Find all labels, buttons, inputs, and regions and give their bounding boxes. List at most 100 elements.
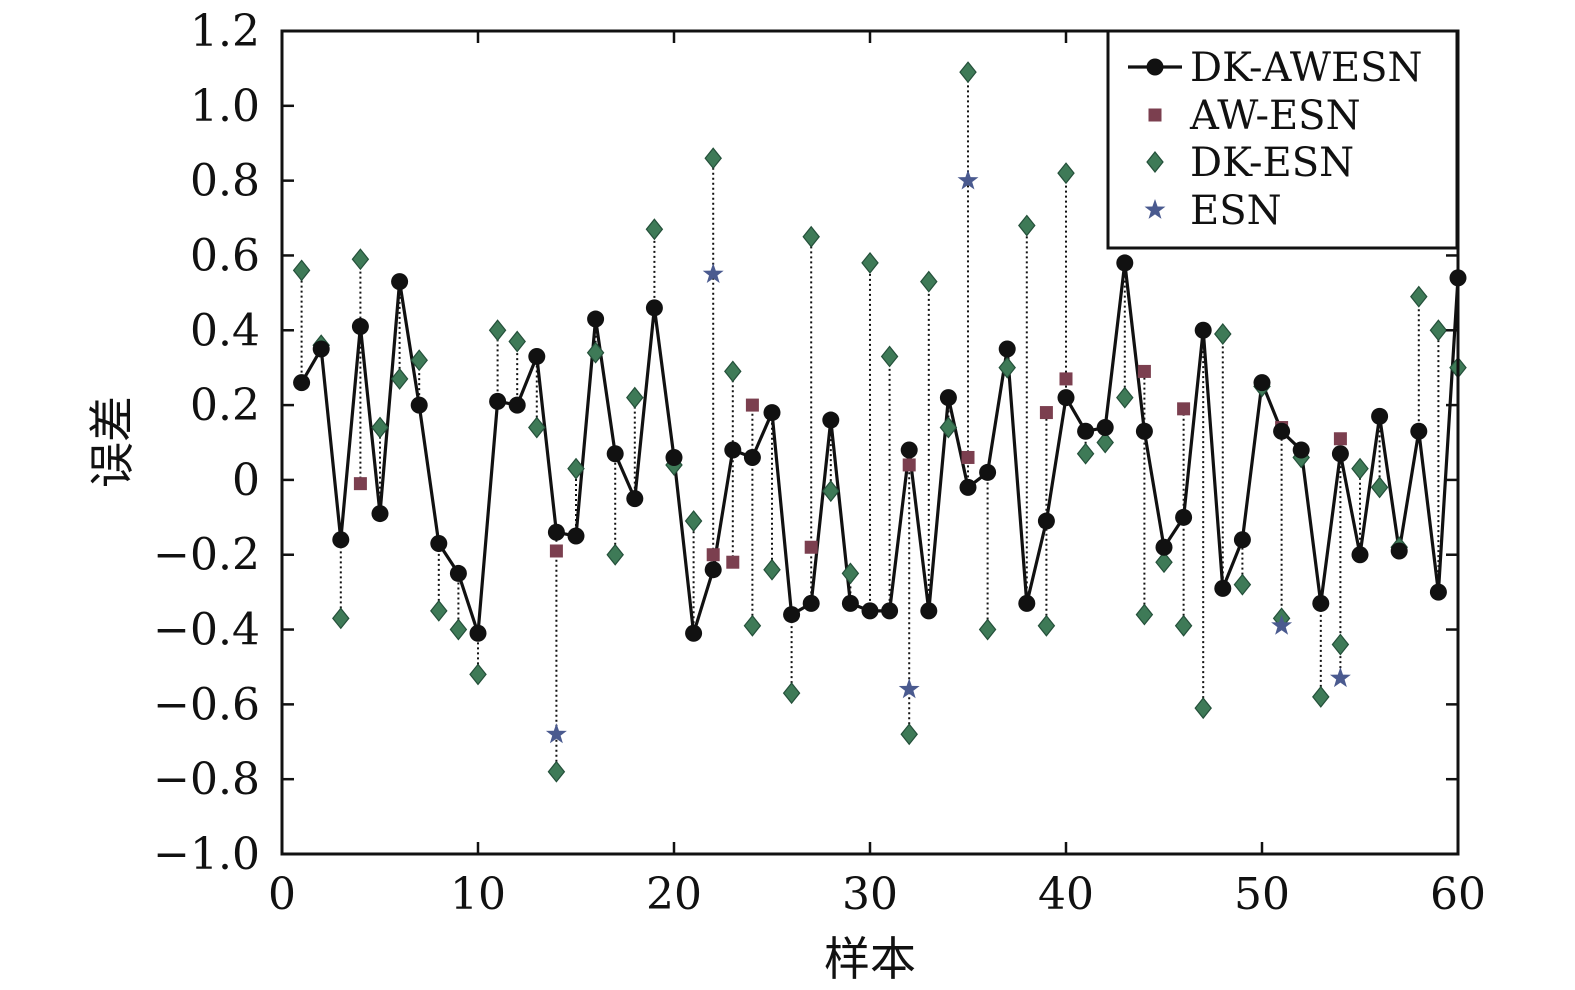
point-dk-esn-53 bbox=[1312, 685, 1330, 708]
series-esn bbox=[545, 169, 1351, 744]
point-aw-esn-23 bbox=[726, 555, 740, 569]
point-dk-awesn-10 bbox=[469, 624, 487, 642]
point-dk-awesn-49 bbox=[1233, 531, 1251, 549]
point-dk-awesn-43 bbox=[1116, 254, 1134, 272]
point-dk-esn-55 bbox=[1351, 457, 1369, 480]
point-dk-esn-5 bbox=[371, 416, 389, 439]
point-dk-awesn-15 bbox=[567, 527, 585, 545]
point-dk-awesn-1 bbox=[293, 374, 311, 392]
x-tick-label-0: 0 bbox=[268, 869, 296, 920]
x-axis-title: 样本 bbox=[824, 932, 916, 986]
y-tick-label-0.8: 0.8 bbox=[190, 156, 260, 207]
dk-awesn-line bbox=[300, 261, 1460, 635]
point-dk-esn-27 bbox=[802, 225, 820, 248]
point-dk-awesn-14 bbox=[547, 523, 565, 541]
point-dk-awesn-18 bbox=[626, 490, 644, 508]
point-dk-awesn-16 bbox=[587, 310, 605, 328]
point-esn-35 bbox=[957, 169, 979, 190]
point-dk-awesn-20 bbox=[665, 448, 683, 466]
point-dk-esn-18 bbox=[626, 386, 644, 409]
point-dk-awesn-34 bbox=[939, 389, 957, 407]
point-dk-esn-34 bbox=[939, 416, 958, 439]
point-dk-esn-28 bbox=[822, 480, 840, 503]
x-tick-label-40: 40 bbox=[1038, 869, 1094, 920]
point-dk-awesn-28 bbox=[822, 411, 840, 429]
point-dk-awesn-33 bbox=[920, 602, 938, 620]
point-dk-awesn-32 bbox=[900, 441, 918, 459]
point-dk-awesn-21 bbox=[685, 624, 703, 642]
point-dk-esn-7 bbox=[410, 349, 428, 372]
point-dk-esn-1 bbox=[292, 259, 311, 282]
point-esn-51 bbox=[1271, 614, 1293, 635]
point-dk-esn-30 bbox=[861, 251, 879, 274]
point-dk-awesn-39 bbox=[1037, 512, 1055, 530]
point-dk-awesn-54 bbox=[1331, 445, 1349, 463]
point-dk-esn-19 bbox=[645, 218, 664, 241]
point-dk-awesn-44 bbox=[1135, 422, 1153, 440]
point-aw-esn-4 bbox=[353, 477, 367, 491]
point-dk-esn-41 bbox=[1076, 442, 1095, 465]
point-aw-esn-14 bbox=[549, 544, 563, 558]
point-dk-awesn-35 bbox=[959, 478, 977, 496]
y-tick-label-−0.2: −0.2 bbox=[153, 530, 260, 581]
legend-item-dk-esn: DK-ESN bbox=[1146, 140, 1354, 186]
legend-marker-square bbox=[1148, 108, 1162, 122]
point-dk-esn-9 bbox=[449, 618, 468, 641]
point-dk-esn-11 bbox=[488, 319, 507, 342]
y-tick-label-−0.6: −0.6 bbox=[153, 679, 260, 730]
point-dk-esn-16 bbox=[586, 341, 605, 364]
y-tick-label-0.6: 0.6 bbox=[190, 230, 260, 281]
point-aw-esn-35 bbox=[961, 450, 975, 464]
point-esn-14 bbox=[545, 723, 567, 744]
point-dk-esn-21 bbox=[684, 510, 703, 533]
point-dk-esn-31 bbox=[880, 345, 899, 368]
point-aw-esn-27 bbox=[804, 540, 818, 554]
point-dk-esn-13 bbox=[528, 416, 546, 439]
point-esn-22 bbox=[702, 263, 724, 284]
point-dk-awesn-52 bbox=[1292, 441, 1310, 459]
point-dk-esn-15 bbox=[567, 457, 585, 480]
y-tick-label-1.2: 1.2 bbox=[190, 6, 260, 57]
point-dk-awesn-24 bbox=[743, 448, 761, 466]
point-dk-esn-35 bbox=[959, 61, 977, 84]
series-dk-esn bbox=[292, 61, 1467, 783]
legend-item-dk-awesn: DK-AWESN bbox=[1128, 45, 1423, 91]
point-dk-esn-40 bbox=[1057, 162, 1075, 185]
point-dk-awesn-22 bbox=[704, 561, 722, 579]
point-dk-esn-33 bbox=[920, 270, 938, 293]
point-dk-esn-48 bbox=[1214, 323, 1232, 345]
y-tick-label-0.4: 0.4 bbox=[190, 305, 260, 356]
point-dk-awesn-47 bbox=[1194, 321, 1212, 339]
point-esn-32 bbox=[898, 678, 920, 699]
point-aw-esn-24 bbox=[745, 398, 759, 412]
point-dk-esn-22 bbox=[704, 147, 722, 170]
point-dk-awesn-4 bbox=[351, 318, 369, 336]
point-dk-esn-46 bbox=[1174, 614, 1193, 637]
point-dk-awesn-36 bbox=[979, 463, 997, 481]
y-tick-label-1.0: 1.0 bbox=[190, 81, 260, 132]
point-dk-esn-36 bbox=[978, 618, 997, 641]
point-dk-esn-32 bbox=[900, 723, 918, 746]
point-dk-awesn-48 bbox=[1214, 579, 1232, 597]
point-dk-awesn-8 bbox=[430, 535, 448, 553]
point-dk-awesn-40 bbox=[1057, 389, 1075, 407]
point-dk-awesn-38 bbox=[1018, 594, 1036, 612]
legend-marker-diamond bbox=[1146, 151, 1164, 173]
point-dk-awesn-59 bbox=[1429, 583, 1447, 601]
point-dk-awesn-11 bbox=[489, 392, 507, 410]
x-tick-label-10: 10 bbox=[450, 869, 506, 920]
point-dk-awesn-29 bbox=[841, 594, 859, 612]
point-aw-esn-54 bbox=[1333, 432, 1347, 446]
point-dk-awesn-25 bbox=[763, 404, 781, 422]
point-dk-awesn-27 bbox=[802, 594, 820, 612]
point-dk-esn-26 bbox=[782, 682, 801, 705]
point-dk-awesn-42 bbox=[1096, 419, 1114, 437]
point-dk-esn-58 bbox=[1410, 285, 1428, 308]
point-dk-esn-43 bbox=[1116, 386, 1134, 409]
point-dk-esn-17 bbox=[606, 543, 624, 566]
y-axis-title: 误差 bbox=[85, 396, 139, 488]
y-tick-label-−0.8: −0.8 bbox=[153, 754, 260, 805]
point-dk-esn-14 bbox=[547, 760, 566, 783]
legend-item-esn: ESN bbox=[1144, 188, 1282, 234]
point-dk-esn-42 bbox=[1096, 431, 1114, 454]
